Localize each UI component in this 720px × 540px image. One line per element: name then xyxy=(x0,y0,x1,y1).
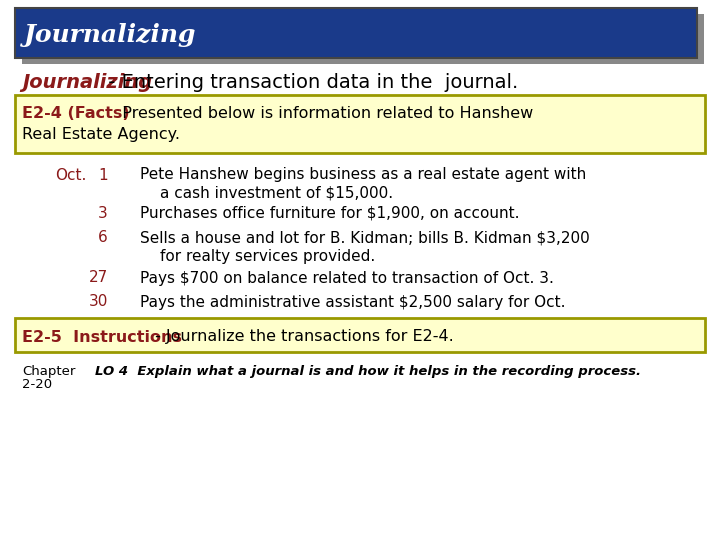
Text: Journalizing: Journalizing xyxy=(24,23,197,47)
Bar xyxy=(15,8,697,58)
Text: Purchases office furniture for $1,900, on account.: Purchases office furniture for $1,900, o… xyxy=(140,206,520,220)
Text: Pays the administrative assistant $2,500 salary for Oct.: Pays the administrative assistant $2,500… xyxy=(140,294,565,309)
Bar xyxy=(15,95,705,153)
Text: Presented below is information related to Hanshew: Presented below is information related t… xyxy=(112,105,534,120)
Text: Journalizing: Journalizing xyxy=(22,72,152,91)
Text: - Journalize the transactions for E2-4.: - Journalize the transactions for E2-4. xyxy=(150,329,454,345)
Text: 1: 1 xyxy=(99,167,108,183)
Text: Chapter: Chapter xyxy=(22,365,76,378)
Text: a cash investment of $15,000.: a cash investment of $15,000. xyxy=(160,186,393,200)
Text: LO 4  Explain what a journal is and how it helps in the recording process.: LO 4 Explain what a journal is and how i… xyxy=(95,366,641,379)
Text: Real Estate Agency.: Real Estate Agency. xyxy=(22,127,180,143)
Text: Pete Hanshew begins business as a real estate agent with: Pete Hanshew begins business as a real e… xyxy=(140,167,586,183)
Text: 27: 27 xyxy=(89,271,108,286)
Text: 6: 6 xyxy=(98,231,108,246)
Text: 30: 30 xyxy=(89,294,108,309)
Text: Sells a house and lot for B. Kidman; bills B. Kidman $3,200: Sells a house and lot for B. Kidman; bil… xyxy=(140,231,590,246)
Text: 3: 3 xyxy=(98,206,108,220)
Text: Pays $700 on balance related to transaction of Oct. 3.: Pays $700 on balance related to transact… xyxy=(140,271,554,286)
Bar xyxy=(22,14,704,64)
Text: 2-20: 2-20 xyxy=(22,378,52,391)
Text: Oct.: Oct. xyxy=(55,167,86,183)
Text: - Entering transaction data in the  journal.: - Entering transaction data in the journ… xyxy=(102,72,518,91)
Text: E2-5  Instructions: E2-5 Instructions xyxy=(22,329,182,345)
Bar xyxy=(15,318,705,352)
Text: for realty services provided.: for realty services provided. xyxy=(160,248,375,264)
Text: E2-4 (Facts): E2-4 (Facts) xyxy=(22,105,130,120)
